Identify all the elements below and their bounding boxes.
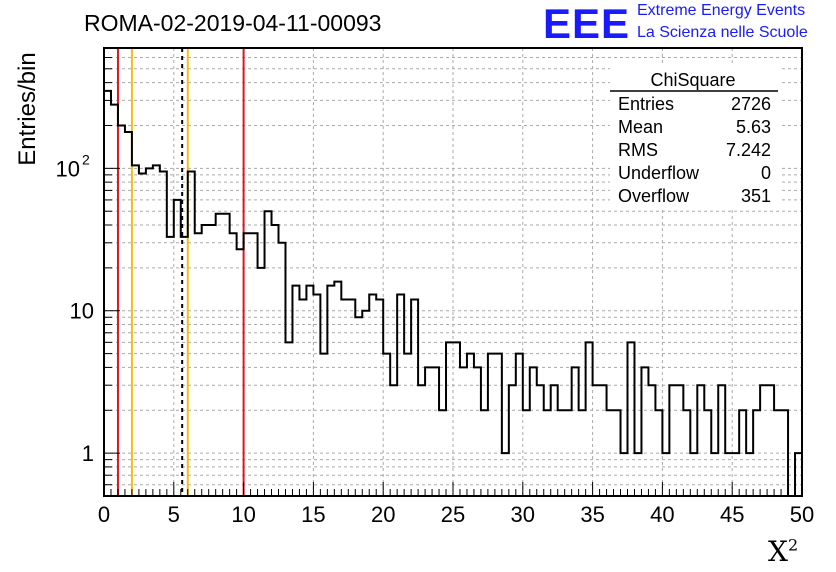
stats-box-bg xyxy=(610,66,780,210)
x-tick-label: 50 xyxy=(790,502,814,527)
stats-title: ChiSquare xyxy=(650,70,735,90)
x-tick-label: 20 xyxy=(371,502,395,527)
histogram-step-line xyxy=(103,89,803,497)
y-tick-label: 10 xyxy=(70,299,94,324)
logo-line-1: Extreme Energy Events xyxy=(637,2,806,19)
y-tick-label: 10 xyxy=(56,156,80,181)
x-tick-label: 25 xyxy=(441,502,465,527)
stats-label: Underflow xyxy=(618,163,700,183)
logo-line-2: La Scienza nelle Scuole xyxy=(637,24,808,41)
histogram-series xyxy=(103,89,803,497)
stats-value: 5.63 xyxy=(736,117,771,137)
stats-label: Overflow xyxy=(618,186,690,206)
x-tick-label: 45 xyxy=(720,502,744,527)
stats-value: 0 xyxy=(761,163,771,183)
y-tick-label-exponent: 2 xyxy=(82,151,90,167)
x-tick-label: 0 xyxy=(98,502,110,527)
stats-value: 2726 xyxy=(731,94,771,114)
eee-logo: EEE xyxy=(543,0,631,47)
chart-title: ROMA-02-2019-04-11-00093 xyxy=(84,10,382,36)
stats-label: Mean xyxy=(618,117,663,137)
x-tick-label: 5 xyxy=(168,502,180,527)
x-tick-label: 35 xyxy=(580,502,604,527)
y-tick-label: 1 xyxy=(82,441,94,466)
axis-ticks xyxy=(103,47,803,497)
x-tick-label: 15 xyxy=(301,502,325,527)
x-axis-label: X2 xyxy=(768,535,799,568)
stats-value: 7.242 xyxy=(726,140,771,160)
threshold-lines xyxy=(116,48,245,496)
x-tick-label: 30 xyxy=(511,502,535,527)
x-tick-label: 40 xyxy=(650,502,674,527)
stats-value: 351 xyxy=(741,186,771,206)
x-tick-label: 10 xyxy=(231,502,255,527)
stats-label: Entries xyxy=(618,94,674,114)
stats-label: RMS xyxy=(618,140,658,160)
stats-box: ChiSquare Entries 2726 Mean 5.63 RMS 7.242 Unde… xyxy=(610,66,780,210)
